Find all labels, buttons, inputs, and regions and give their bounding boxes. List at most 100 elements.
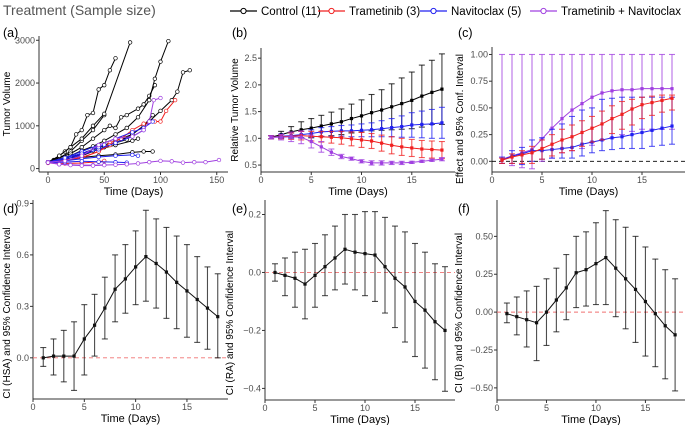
data-point [440, 121, 444, 125]
data-point [299, 128, 303, 132]
data-point [380, 127, 384, 131]
data-point [147, 160, 152, 165]
data-point [590, 95, 594, 99]
legend-label: Trametinib + Navitoclax (3) [561, 6, 685, 18]
data-point [500, 158, 504, 162]
y-axis-label: CI (HSA) and 95% Confidence Interval [2, 227, 13, 398]
series-line [43, 255, 219, 359]
data-point [195, 297, 199, 302]
data-point [82, 337, 86, 341]
data-point [79, 136, 84, 141]
data-point [102, 111, 107, 116]
x-tick-label: 15 [410, 403, 420, 413]
data-point [103, 306, 107, 310]
data-point [172, 98, 178, 103]
data-point [175, 280, 179, 284]
data-point [96, 142, 101, 148]
y-tick-label: −0.2 [243, 325, 261, 335]
data-point [440, 87, 444, 91]
data-point [620, 88, 624, 92]
data-point [400, 124, 404, 129]
data-point [187, 68, 192, 73]
y-tick-label: 1.00 [470, 49, 488, 59]
data-point [203, 160, 208, 165]
y-tick-label: 3000 [15, 35, 35, 45]
data-point [359, 159, 364, 163]
series-ci [272, 211, 448, 392]
data-point [590, 126, 594, 130]
y-tick-label: −0.4 [243, 383, 261, 393]
panel-label: (e) [232, 202, 247, 216]
y-tick-label: 2.0 [244, 80, 257, 90]
data-point [673, 333, 677, 337]
data-point [650, 128, 654, 132]
data-point [68, 145, 73, 150]
data-point [610, 116, 614, 121]
y-tick-label: 0.6 [16, 250, 29, 260]
data-point [62, 158, 68, 164]
data-point [134, 265, 138, 269]
panel-b: (b) 0 5 10 15 0.5 1.0 1.5 2.0 2.5 Time (Days) Relat… [230, 26, 455, 198]
data-point [373, 253, 377, 257]
data-point [319, 135, 323, 139]
x-tick-label: 5 [82, 402, 87, 412]
data-point [430, 147, 434, 152]
data-point [45, 160, 51, 165]
y-tick-label: 1.0 [244, 133, 257, 143]
data-point [68, 163, 73, 168]
data-point [141, 127, 146, 133]
y-tick-label: 0.2 [248, 209, 261, 219]
data-point [660, 126, 664, 130]
data-point [113, 153, 118, 158]
data-point [158, 59, 163, 64]
x-tick-label: 15 [182, 402, 192, 412]
data-point [600, 122, 604, 126]
data-point [141, 121, 146, 126]
data-point [570, 135, 574, 139]
data-point [185, 289, 189, 293]
x-tick-label: 10 [591, 403, 601, 413]
y-tick-label: −0.25 [470, 345, 493, 355]
y-tick-label: 0.0 [16, 353, 29, 363]
series-line [47, 113, 105, 163]
data-point [90, 127, 96, 133]
data-point [205, 306, 210, 310]
data-point [663, 324, 667, 328]
y-tick-label: 0.25 [470, 130, 488, 140]
data-point [600, 91, 604, 95]
x-tick-label: 10 [357, 175, 367, 185]
x-tick-label: 0 [262, 403, 267, 413]
legend-item: Navitoclax (5) [420, 6, 521, 18]
data-point [420, 147, 424, 151]
data-point [90, 163, 96, 168]
data-point [107, 123, 113, 128]
series-line [270, 88, 443, 138]
x-axis-label: Time (Days) [328, 186, 387, 198]
series-trametinib-navitoclax [499, 53, 675, 170]
data-point [630, 133, 634, 137]
data-point [410, 160, 414, 164]
data-point [660, 98, 664, 103]
data-point [113, 287, 117, 291]
data-point [349, 157, 354, 161]
y-axis-label: Relative Tumor Volume [230, 58, 241, 162]
data-point [309, 139, 313, 144]
series-line [501, 125, 673, 161]
series-navitoclax [268, 106, 445, 140]
data-point [410, 146, 414, 150]
data-point [323, 265, 327, 269]
data-point [584, 268, 588, 272]
data-point [130, 130, 135, 135]
data-point [113, 56, 118, 61]
data-point [169, 159, 174, 164]
data-point [580, 102, 584, 106]
data-point [79, 145, 84, 150]
data-point [670, 87, 674, 91]
data-point [604, 255, 608, 260]
panel-e: (e) 0 5 10 15 −0.4 −0.2 0.0 0.2 Time (Days) CI (RA… [225, 200, 455, 425]
data-point [164, 270, 169, 274]
y-tick-label: 0 [30, 164, 35, 174]
x-tick-label: 150 [209, 175, 224, 185]
data-point [359, 128, 364, 132]
data-point [147, 98, 152, 103]
